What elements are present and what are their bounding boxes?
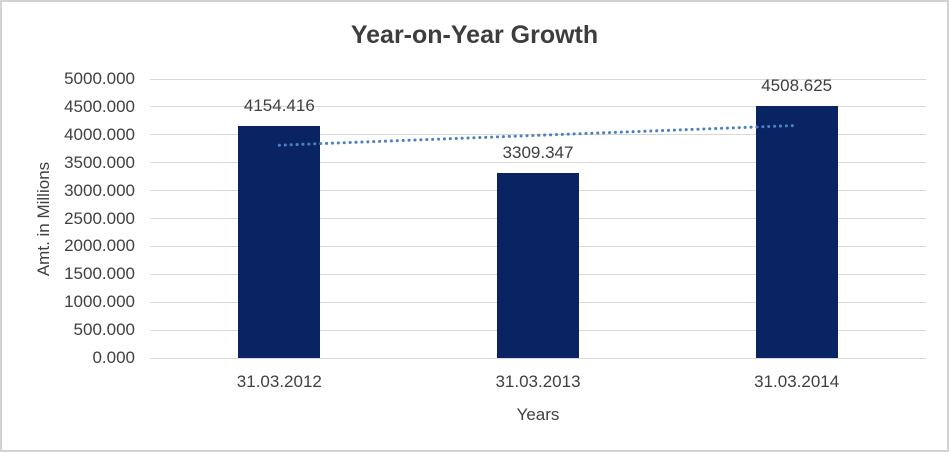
bar-31.03.2012 [238,126,321,358]
y-axis-tick-label: 3000.000 [64,180,135,200]
y-axis-tick-label: 1500.000 [64,264,135,284]
x-axis-tick-label: 31.03.2014 [754,372,840,391]
x-axis-title: Years [516,405,560,424]
y-axis-tick-label: 4500.000 [64,96,135,116]
bar-data-label: 3309.347 [502,143,574,163]
x-axis-tick-label: 31.03.2013 [495,372,581,391]
y-axis-tick-label: 1000.000 [64,292,135,312]
x-axis-tick-label: 31.03.2012 [236,372,322,391]
gridline [150,106,926,108]
plot-area: 4154.416 3309.347 4508.625 [150,76,926,359]
gridline [150,357,926,359]
y-axis-tick-label: 500.000 [73,320,135,340]
bar-data-label: 4508.625 [761,76,833,96]
y-axis-tick-label: 0.000 [92,348,135,367]
gridline [150,162,926,164]
y-axis-tick-label: 5000.000 [64,69,135,88]
chart-title: Year-on-Year Growth [350,21,599,49]
y-axis-tick-label: 2500.000 [64,208,135,228]
bar-31.03.2014 [755,106,838,358]
bar-data-label: 4154.416 [243,96,315,116]
y-axis-tick-label: 2000.000 [64,236,135,256]
gridline [150,78,926,80]
bar-31.03.2013 [497,173,579,358]
trendline [277,123,799,147]
y-axis-tick-label: 3500.000 [64,152,135,172]
y-axis-tick-label: 4000.000 [64,124,135,144]
